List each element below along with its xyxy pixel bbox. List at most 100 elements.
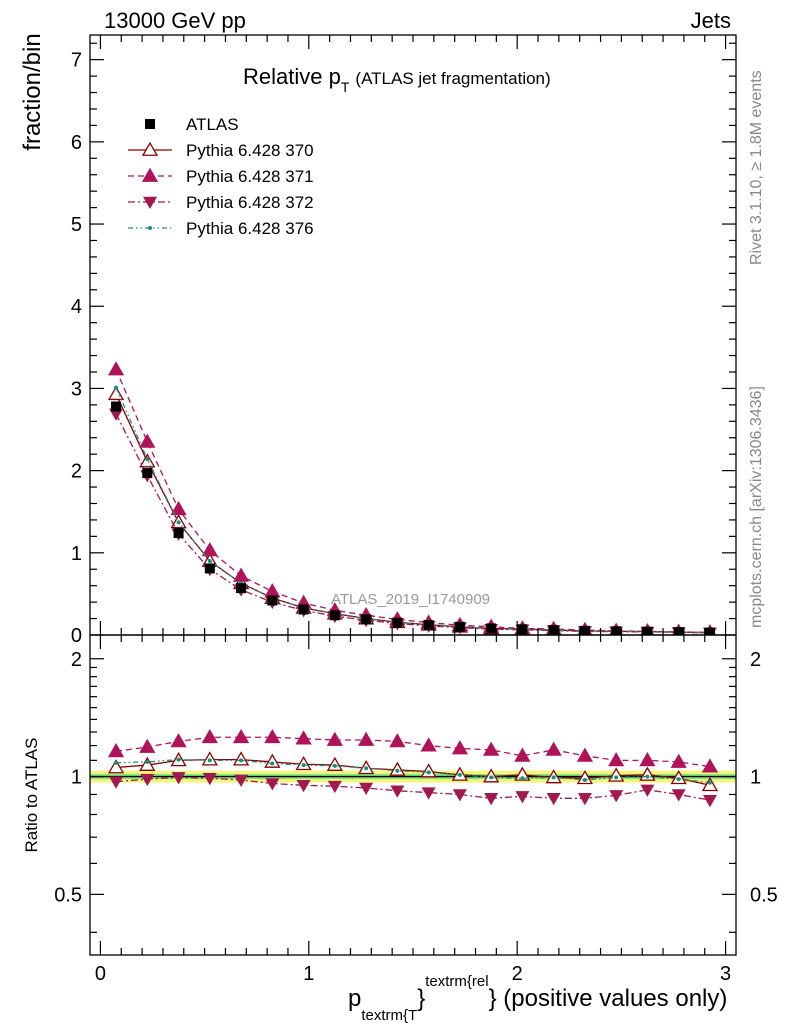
rivet-info: Rivet 3.1.10, ≥ 1.8M events [748, 70, 765, 265]
ratio-pythia-6-428-376-point [520, 776, 525, 781]
ratio-pythia-6-428-372-point [671, 789, 686, 802]
main-pythia-6-428-371-point [264, 583, 281, 598]
ratio-pythia-6-428-371-point [357, 731, 375, 746]
main-atlas-point [673, 627, 684, 635]
legend-label: Pythia 6.428 372 [186, 193, 314, 212]
ratio-pythia-6-428-372-point [265, 778, 280, 791]
ratio-pythia-6-428-376-point [176, 757, 181, 762]
ratio-y-tick-label-right: 0.5 [750, 884, 778, 906]
main-pythia-6-428-371-point [107, 361, 125, 376]
main-plot-marks [107, 361, 717, 635]
ratio-pythia-6-428-371-point [545, 741, 562, 756]
ratio-y-tick-label: 1 [71, 767, 82, 789]
main-pythia-6-428-372-line [115, 413, 710, 634]
main-axes: 0 1 2 3 4 5 6 7 [71, 35, 736, 647]
x-tick-label: 2 [512, 963, 523, 985]
main-pythia-6-428-371-point [139, 433, 156, 448]
main-atlas-point [454, 621, 465, 632]
x-axis-label: ptextrm{T}textrm{rel} (positive values o… [348, 973, 727, 1024]
main-pythia-6-428-376-line [115, 387, 710, 634]
main-pythia-6-428-376-point [207, 559, 212, 564]
legend-label: ATLAS [186, 115, 239, 134]
ratio-pythia-6-428-376-point [270, 761, 275, 766]
ratio-pythia-6-428-371-point [670, 753, 687, 768]
legend-marker [145, 119, 155, 129]
ratio-pythia-6-428-371-point [232, 728, 250, 744]
ratio-pythia-6-428-371-point [326, 731, 343, 746]
ratio-pythia-6-428-372-point [296, 780, 311, 793]
energy-label: 13000 GeV pp [104, 8, 246, 33]
ratio-pythia-6-428-371-point [139, 738, 156, 753]
ratio-pythia-6-428-376-point [457, 772, 462, 777]
main-atlas-point [423, 620, 434, 631]
main-y-tick-label: 4 [71, 296, 82, 318]
main-atlas-point [111, 401, 122, 412]
main-y-tick-label: 2 [71, 461, 82, 483]
main-atlas-point [204, 563, 215, 574]
ratio-pythia-6-428-372-point [452, 789, 467, 802]
ratio-pythia-6-428-376-point [707, 780, 712, 785]
ratio-pythia-6-428-376-point [301, 763, 306, 768]
ratio-pythia-6-428-376-point [676, 777, 681, 782]
ratio-pythia-6-428-371-point [264, 728, 281, 744]
ratio-pythia-6-428-372-point [515, 791, 530, 804]
main-y-tick-label: 5 [71, 214, 82, 236]
ratio-pythia-6-428-372-point [609, 790, 624, 803]
ratio-panel: 0.5 0.5 1 1 2 2 0 1 2 3 Ratio to ATLAS ptextrm{T}… [22, 634, 778, 1024]
ratio-pythia-6-428-371-point [170, 733, 187, 748]
main-y-axis-label: fraction/bin [19, 33, 46, 150]
main-atlas-point [173, 528, 184, 539]
ratio-pythia-6-428-372-point [359, 782, 374, 795]
legend-label: Pythia 6.428 371 [186, 167, 314, 186]
main-atlas-point [142, 468, 153, 479]
ratio-frame [89, 634, 737, 956]
legend: ATLAS Pythia 6.428 370 Pythia 6.428 371 Pyt… [128, 115, 314, 238]
ratio-pythia-6-428-372-point [171, 772, 186, 785]
ratio-pythia-6-428-376-point [489, 775, 494, 780]
ratio-pythia-6-428-371-point [420, 737, 437, 752]
analysis-watermark: ATLAS_2019_I1740909 [331, 591, 490, 608]
ratio-pythia-6-428-372-line [115, 776, 711, 801]
process-label: Jets [691, 8, 731, 33]
ratio-pythia-6-428-372-point [327, 780, 342, 794]
ratio-pythia-6-428-371-point [451, 740, 469, 755]
main-pythia-6-428-376-point [176, 520, 181, 525]
ratio-plot-marks [90, 728, 736, 808]
legend-label: Pythia 6.428 376 [186, 219, 314, 238]
ratio-axes: 0.5 0.5 1 1 2 2 0 1 2 3 [54, 635, 778, 985]
ratio-pythia-6-428-376-point [114, 760, 119, 765]
ratio-pythia-6-428-376-point [551, 775, 556, 780]
ratio-pythia-6-428-370-point [576, 769, 594, 785]
ratio-y-axis-label: Ratio to ATLAS [22, 738, 41, 853]
main-pythia-6-428-376-point [145, 457, 150, 462]
legend-entry: ATLAS [145, 115, 239, 134]
main-atlas-point [486, 623, 497, 634]
ratio-pythia-6-428-372-point [702, 794, 717, 808]
main-atlas-point [329, 610, 340, 621]
ratio-pythia-6-428-372-point [390, 785, 405, 798]
site-info: mcplots.cern.ch [arXiv:1306.3436] [748, 386, 765, 628]
legend-label: Pythia 6.428 370 [186, 141, 314, 160]
main-atlas-point [298, 604, 309, 615]
ratio-pythia-6-428-372-point [640, 784, 655, 797]
legend-marker [141, 141, 159, 156]
main-atlas-point [361, 614, 372, 625]
main-atlas-point [548, 625, 559, 635]
main-atlas-point [236, 583, 247, 594]
ratio-pythia-6-428-372-point [202, 773, 217, 786]
ratio-y-tick-label: 2 [71, 649, 82, 671]
main-atlas-point [642, 626, 653, 635]
ratio-y-tick-label-right: 2 [750, 649, 761, 671]
ratio-pythia-6-428-372-point [109, 776, 124, 789]
main-pythia-6-428-371-point [232, 567, 250, 582]
x-tick-label: 3 [720, 963, 731, 985]
legend-marker [141, 167, 159, 182]
main-atlas-point [517, 624, 528, 635]
main-pythia-6-428-371-point [201, 542, 218, 557]
ratio-pythia-6-428-376-point [239, 758, 244, 763]
main-y-tick-label: 1 [71, 543, 82, 565]
main-y-tick-label: 0 [71, 625, 82, 647]
ratio-pythia-6-428-371-point [107, 743, 125, 758]
ratio-pythia-6-428-370-line [115, 758, 711, 786]
